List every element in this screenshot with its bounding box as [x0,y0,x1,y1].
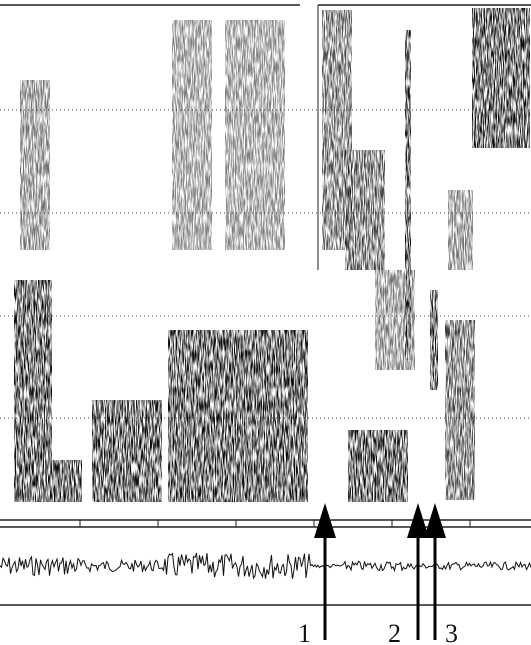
spectrogram-figure: 1 2 3 [0,0,531,645]
spectral-energy [14,8,530,502]
arrow-label: 1 [298,619,311,645]
waveform [0,553,531,579]
arrows [314,503,446,640]
arrow-label: 3 [445,619,458,645]
waveform-trace [0,553,531,579]
arrow-label: 2 [388,619,401,645]
